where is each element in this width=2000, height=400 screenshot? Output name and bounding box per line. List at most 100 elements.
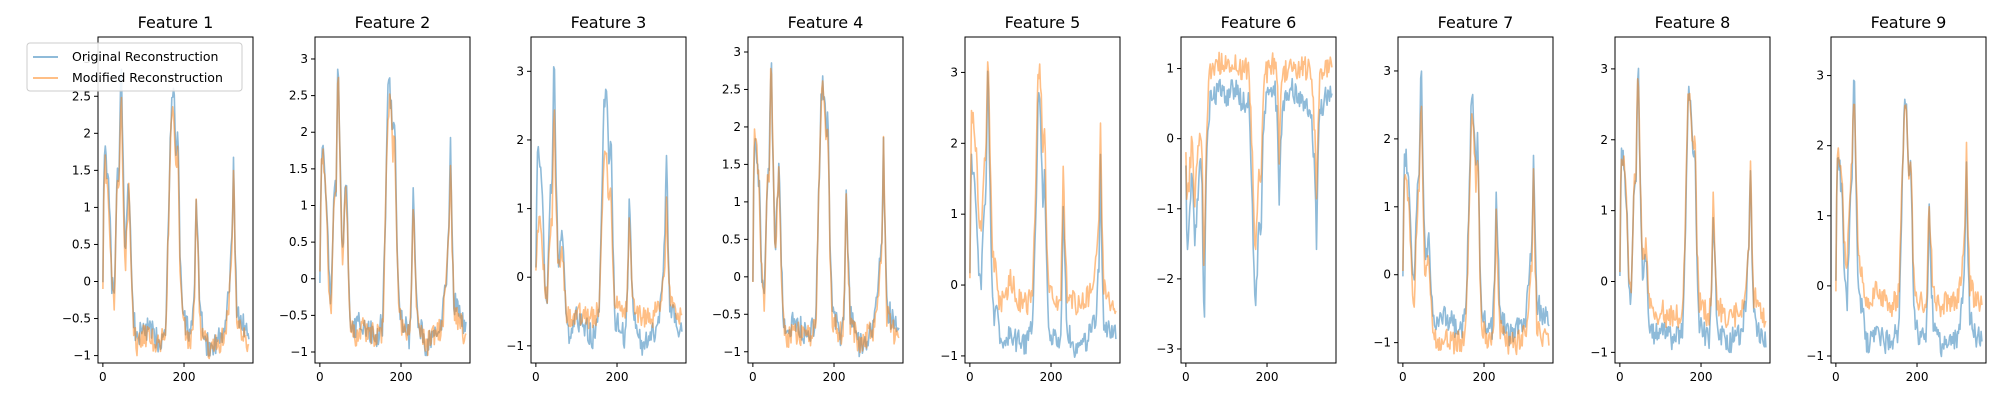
y-tick-label: 2 (300, 125, 308, 139)
y-tick-label: 1.5 (722, 157, 741, 171)
x-tick-label: 0 (1399, 370, 1407, 384)
subplots: Feature 1−1−0.500.511.522.530200Feature … (62, 13, 1987, 384)
y-tick-label: −0.5 (279, 308, 308, 322)
x-tick-label: 200 (1256, 370, 1279, 384)
y-tick-label: 0 (733, 270, 741, 284)
y-tick-label: −0.5 (62, 312, 91, 326)
y-tick-label: −2 (1156, 272, 1174, 286)
series-line-modified (1185, 51, 1333, 267)
y-tick-label: −1 (290, 345, 308, 359)
y-tick-label: 1 (733, 195, 741, 209)
y-tick-label: 3 (1600, 62, 1608, 76)
series-line-modified (1835, 103, 1983, 318)
x-tick-label: 200 (390, 370, 413, 384)
axes-frame (1614, 36, 1771, 364)
subplot-title: Feature 1 (138, 13, 214, 32)
y-tick-label: 2 (83, 126, 91, 140)
subplot-title: Feature 8 (1655, 13, 1731, 32)
subplot-title: Feature 9 (1871, 13, 1947, 32)
y-tick-label: 2 (1816, 139, 1824, 153)
plot-area (1619, 67, 1767, 354)
x-tick-label: 200 (1473, 370, 1496, 384)
y-tick-label: 3 (516, 64, 524, 78)
x-tick-label: 0 (316, 370, 324, 384)
subplot-title: Feature 5 (1005, 13, 1081, 32)
y-tick-label: 0.5 (722, 232, 741, 246)
y-tick-label: −1 (940, 349, 958, 363)
plot-area (969, 61, 1117, 358)
subplot-2: Feature 2 −1 −0.5 0 0.5 1 1.5 2 2.5 3 0 200 (279, 13, 471, 384)
y-tick-label: −0.5 (712, 307, 741, 321)
y-tick-label: −1 (73, 349, 91, 363)
subplot-title: Feature 7 (1438, 13, 1514, 32)
y-tick-label: 3 (300, 52, 308, 66)
y-tick-label: −1 (723, 345, 741, 359)
y-tick-label: 2.5 (722, 82, 741, 96)
y-tick-label: 2 (1600, 133, 1608, 147)
x-tick-label: 200 (1690, 370, 1713, 384)
y-tick-label: −3 (1156, 342, 1174, 356)
y-tick-label: −1 (506, 339, 524, 353)
y-tick-label: 1 (1600, 204, 1608, 218)
axes-frame (1397, 36, 1554, 364)
legend-label-modified: Modified Reconstruction (72, 70, 223, 85)
subplot-9: Feature 9 −1 0 1 2 3 0 200 (1806, 13, 1987, 384)
plot-area (752, 62, 900, 358)
y-tick-label: 1 (1816, 209, 1824, 223)
series-line-modified (319, 76, 467, 356)
x-tick-label: 200 (606, 370, 629, 384)
x-tick-label: 200 (1906, 370, 1929, 384)
series-line-modified (752, 67, 900, 354)
y-tick-label: 1 (300, 198, 308, 212)
x-tick-label: 200 (823, 370, 846, 384)
plot-area (535, 66, 683, 356)
y-tick-label: −1 (1156, 202, 1174, 216)
series-line-original (1619, 67, 1767, 354)
x-tick-label: 0 (749, 370, 757, 384)
y-tick-label: 1 (83, 200, 91, 214)
y-tick-label: 0 (1600, 275, 1608, 289)
y-tick-label: 0.5 (72, 237, 91, 251)
y-tick-label: 0.5 (289, 235, 308, 249)
y-tick-label: 0 (83, 275, 91, 289)
y-tick-label: 1 (516, 202, 524, 216)
axes-frame (747, 36, 904, 364)
plot-area (1835, 79, 1983, 358)
axes-frame (1830, 36, 1987, 364)
y-tick-label: −1 (1806, 349, 1824, 363)
series-line-modified (969, 61, 1117, 316)
x-tick-label: 200 (173, 370, 196, 384)
legend: Original Reconstruction Modified Reconst… (26, 42, 243, 92)
y-tick-label: 3 (950, 65, 958, 79)
y-tick-label: 0 (1816, 279, 1824, 293)
y-tick-label: 1 (1383, 200, 1391, 214)
legend-label-original: Original Reconstruction (72, 49, 218, 64)
y-tick-label: 2.5 (289, 89, 308, 103)
y-tick-label: 3 (1816, 69, 1824, 83)
plot-area (319, 68, 467, 357)
y-tick-label: 0 (516, 270, 524, 284)
plot-area (102, 68, 250, 360)
x-tick-label: 0 (1182, 370, 1190, 384)
series-line-modified (1402, 105, 1550, 356)
subplot-title: Feature 4 (788, 13, 864, 32)
y-tick-label: 3 (1383, 64, 1391, 78)
y-tick-label: 3 (733, 45, 741, 59)
axes-frame (97, 36, 254, 364)
series-line-original (1185, 77, 1333, 318)
y-tick-label: 0 (1383, 268, 1391, 282)
series-line-original (969, 70, 1117, 358)
y-tick-label: 2 (516, 133, 524, 147)
axes-frame (964, 36, 1121, 364)
plot-area (1185, 51, 1333, 318)
x-tick-label: 0 (1832, 370, 1840, 384)
subplot-title: Feature 6 (1221, 13, 1297, 32)
y-tick-label: 1.5 (289, 162, 308, 176)
y-tick-label: 1 (1166, 62, 1174, 76)
subplot-4: Feature 4 −1 −0.5 0 0.5 1 1.5 2 2.5 3 0 200 (712, 13, 904, 384)
y-tick-label: 1.5 (72, 163, 91, 177)
series-line-modified (102, 96, 250, 360)
y-tick-label: 0 (1166, 132, 1174, 146)
